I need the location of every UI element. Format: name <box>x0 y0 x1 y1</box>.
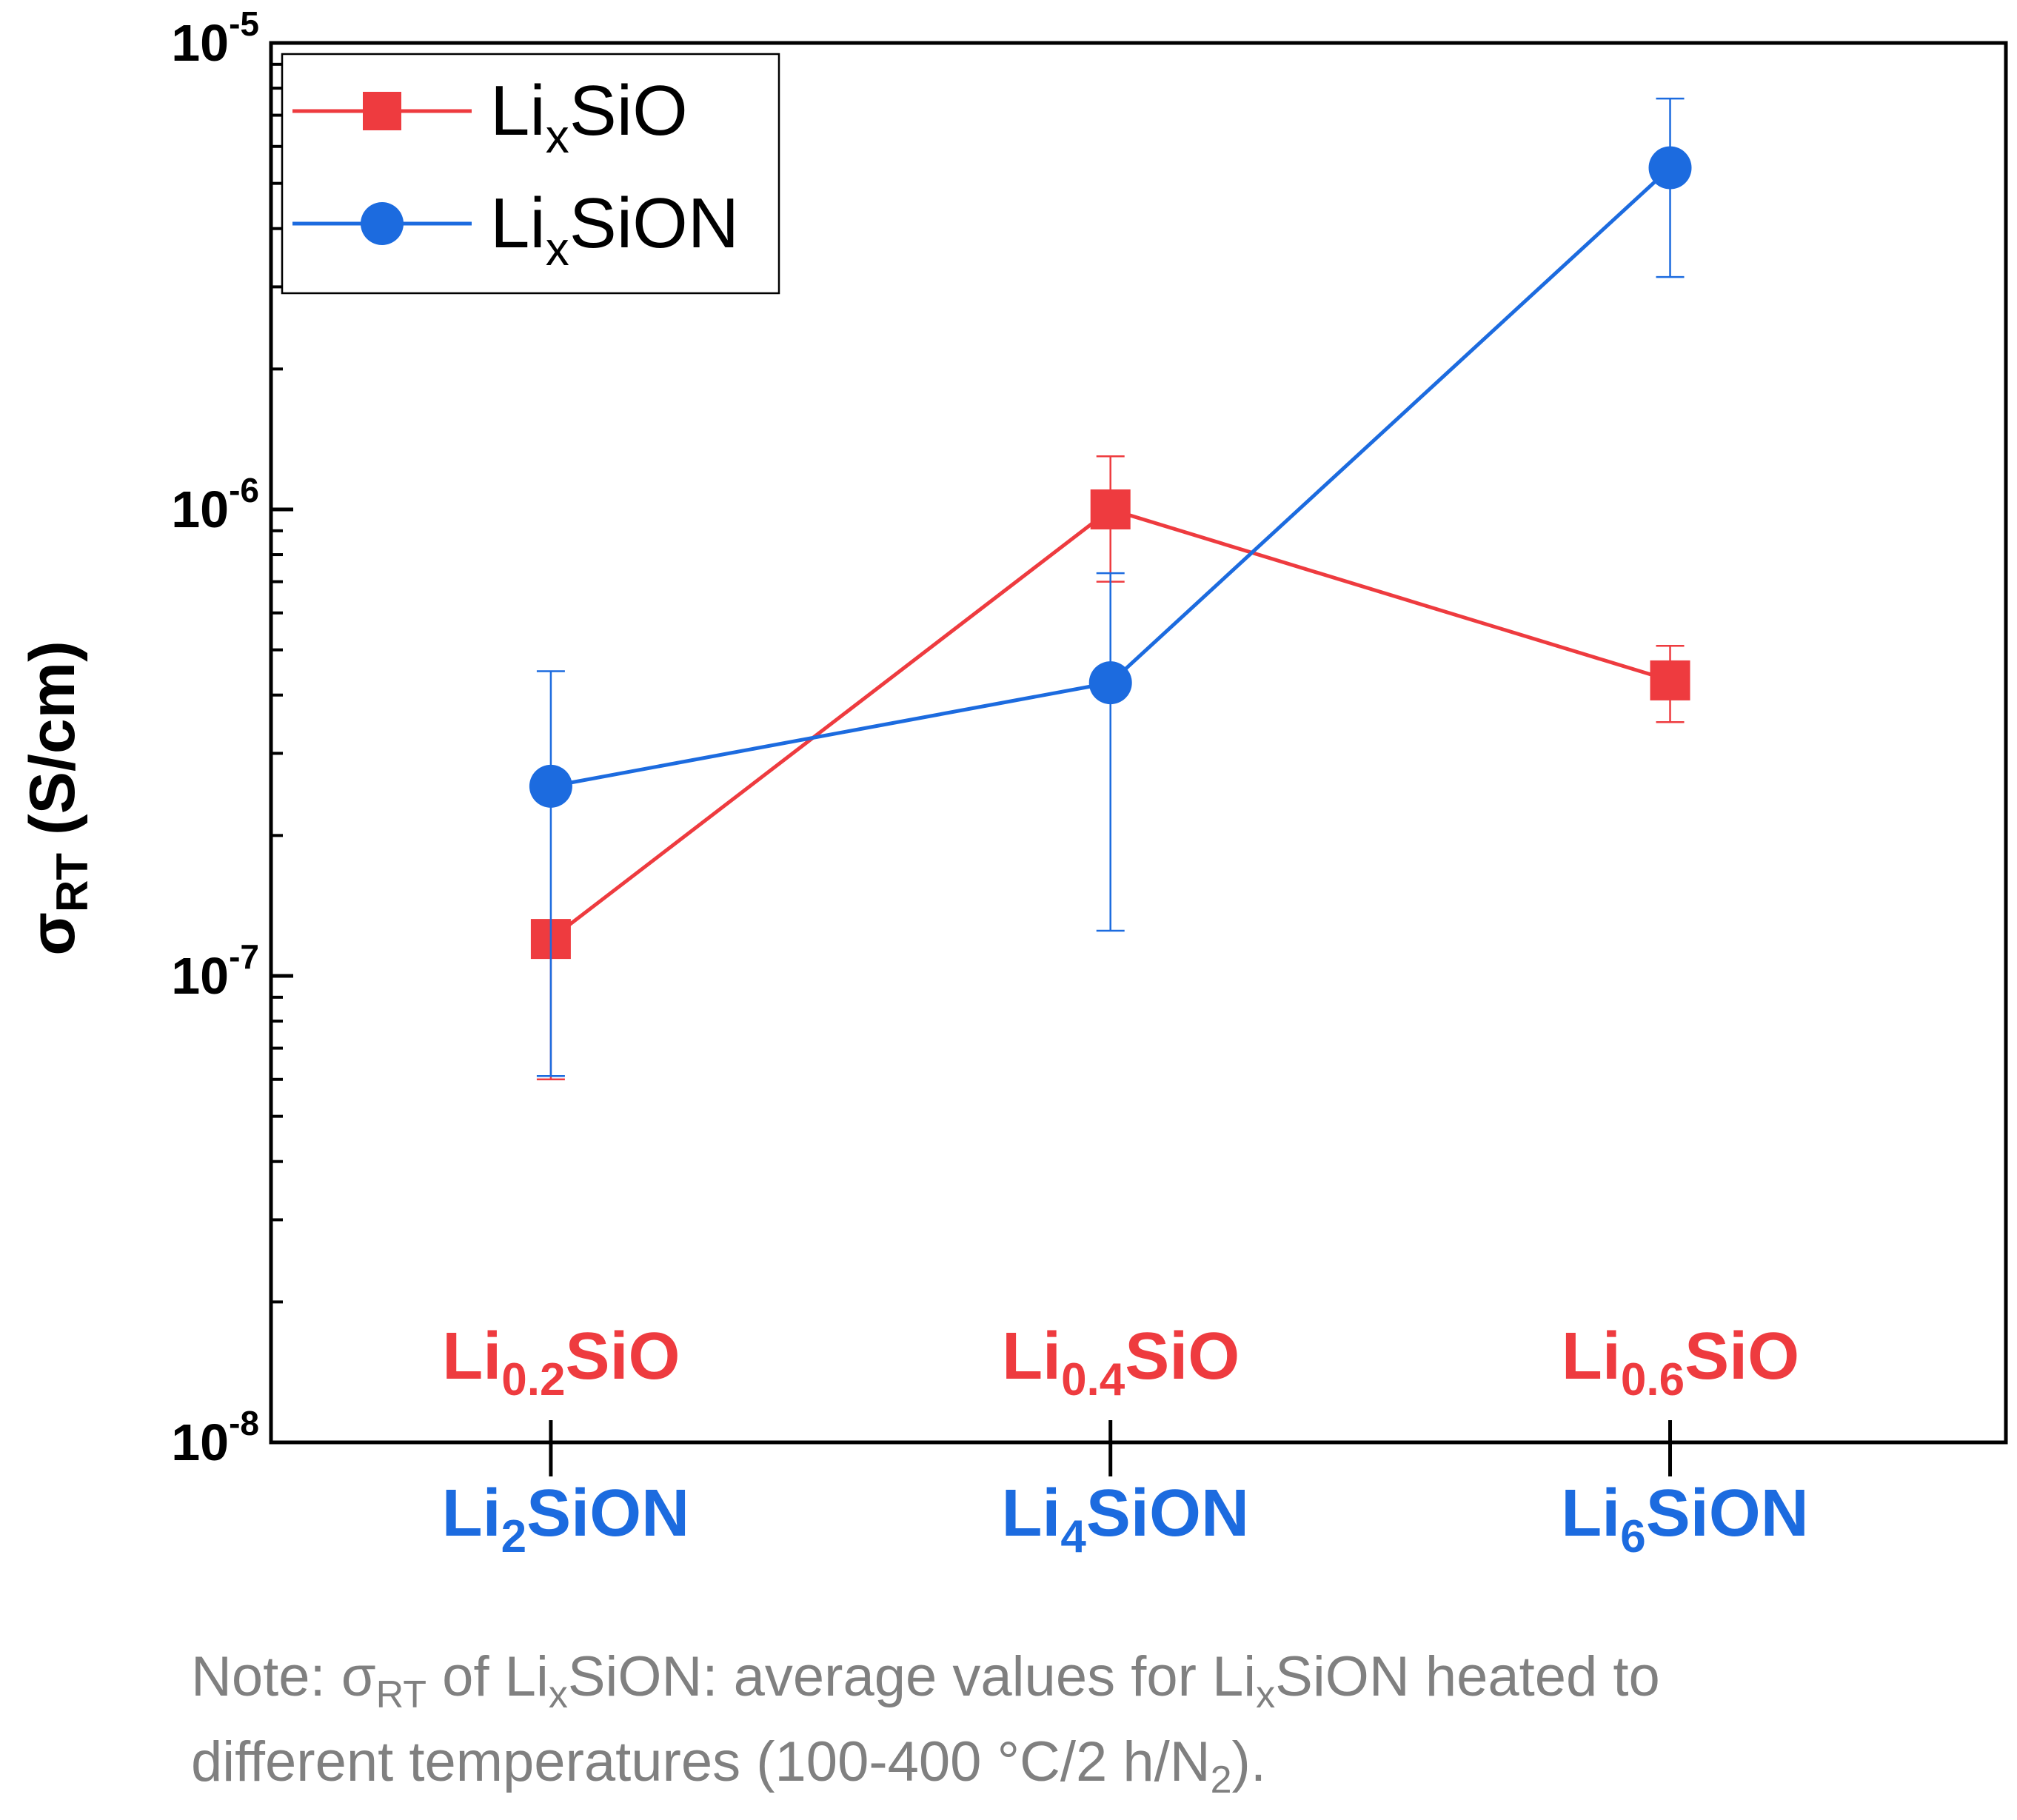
x-category-label-top: Li0.2SiO <box>442 1319 680 1405</box>
legend-text: Li <box>490 71 546 150</box>
data-point-circle <box>529 764 572 808</box>
category-text: SiO <box>565 1319 680 1394</box>
legend-text: SiO <box>569 71 688 150</box>
note-text: SiON heated to <box>1275 1645 1660 1708</box>
y-tick-exponent: -7 <box>229 937 259 976</box>
y-tick-exponent: -5 <box>229 4 259 43</box>
legend-marker-circle <box>361 202 404 245</box>
legend-marker-square <box>363 92 401 130</box>
note-text: of Li <box>427 1645 549 1708</box>
category-text: Li <box>1002 1319 1061 1394</box>
x-category-label-bottom: Li2SiON <box>442 1476 690 1562</box>
y-tick-exponent: -6 <box>229 471 259 509</box>
x-category-label-bottom: Li6SiON <box>1561 1476 1809 1562</box>
x-category-label-bottom: Li4SiON <box>1001 1476 1249 1562</box>
data-point-circle <box>1088 661 1132 705</box>
y-tick-label: 10-7 <box>171 937 259 1005</box>
category-text: SiON <box>1646 1476 1809 1550</box>
data-point-square <box>1650 660 1690 700</box>
category-text: SiON <box>1086 1476 1249 1550</box>
y-tick-exponent: -8 <box>229 1404 259 1442</box>
note-subscript: 2 <box>1211 1759 1232 1801</box>
data-point-circle <box>1648 146 1692 190</box>
y-axis-title-main: σ <box>17 912 88 956</box>
y-tick-base: 10 <box>171 1413 229 1471</box>
y-tick-label: 10-5 <box>171 4 259 72</box>
data-point-square <box>1090 489 1131 529</box>
note-line-1: Note: σRT of LixSiON: average values for… <box>191 1645 1660 1716</box>
y-tick-base: 10 <box>171 481 229 538</box>
y-axis-title: σRT (S/cm) <box>17 640 97 956</box>
category-text: SiO <box>1685 1319 1799 1394</box>
y-tick-label: 10-8 <box>171 1404 259 1471</box>
y-tick-base: 10 <box>171 947 229 1005</box>
series-LixSiON <box>529 97 1692 1077</box>
x-axis: Li0.2SiOLi2SiONLi0.4SiOLi4SiONLi0.6SiOLi… <box>442 1319 1809 1562</box>
plot-layer <box>269 41 2008 1445</box>
legend-label-LixSiO: LixSiO <box>490 71 688 163</box>
y-axis: 10-510-610-710-8 <box>171 4 293 1471</box>
legend-text: SiON <box>569 184 739 263</box>
note-subscript: x <box>549 1673 568 1716</box>
category-subscript: 4 <box>1060 1511 1086 1562</box>
category-subscript: 0.4 <box>1061 1354 1125 1405</box>
y-axis-title-sub: RT <box>47 853 97 912</box>
note-text: different temperatures (100-400 °C/2 h/N <box>191 1730 1211 1793</box>
category-text: SiO <box>1125 1319 1240 1394</box>
note-text: SiON: average values for Li <box>568 1645 1256 1708</box>
x-category-label-top: Li0.6SiO <box>1562 1319 1799 1405</box>
x-category-label-top: Li0.4SiO <box>1002 1319 1240 1405</box>
y-tick-label: 10-6 <box>171 471 259 538</box>
note-line-2: different temperatures (100-400 °C/2 h/N… <box>191 1730 1266 1801</box>
legend-subscript: x <box>546 110 569 163</box>
category-subscript: 2 <box>501 1511 526 1562</box>
note-text: Note: σ <box>191 1645 376 1708</box>
y-tick-base: 10 <box>171 14 229 72</box>
legend-subscript: x <box>546 222 569 275</box>
category-subscript: 0.2 <box>501 1354 565 1405</box>
category-text: Li <box>442 1476 501 1550</box>
plot-frame <box>269 41 2008 1445</box>
note-subscript: RT <box>376 1673 427 1716</box>
note-text: ). <box>1232 1730 1266 1793</box>
category-text: Li <box>1562 1319 1621 1394</box>
category-text: Li <box>1561 1476 1620 1550</box>
note-subscript: x <box>1256 1673 1275 1716</box>
category-subscript: 0.6 <box>1621 1354 1685 1405</box>
category-text: Li <box>1001 1476 1060 1550</box>
y-axis-title-rest: (S/cm) <box>17 640 88 853</box>
category-text: Li <box>442 1319 501 1394</box>
legend-text: Li <box>490 184 546 263</box>
category-subscript: 6 <box>1620 1511 1645 1562</box>
legend-label-LixSiON: LixSiON <box>490 184 739 275</box>
category-text: SiON <box>526 1476 689 1550</box>
